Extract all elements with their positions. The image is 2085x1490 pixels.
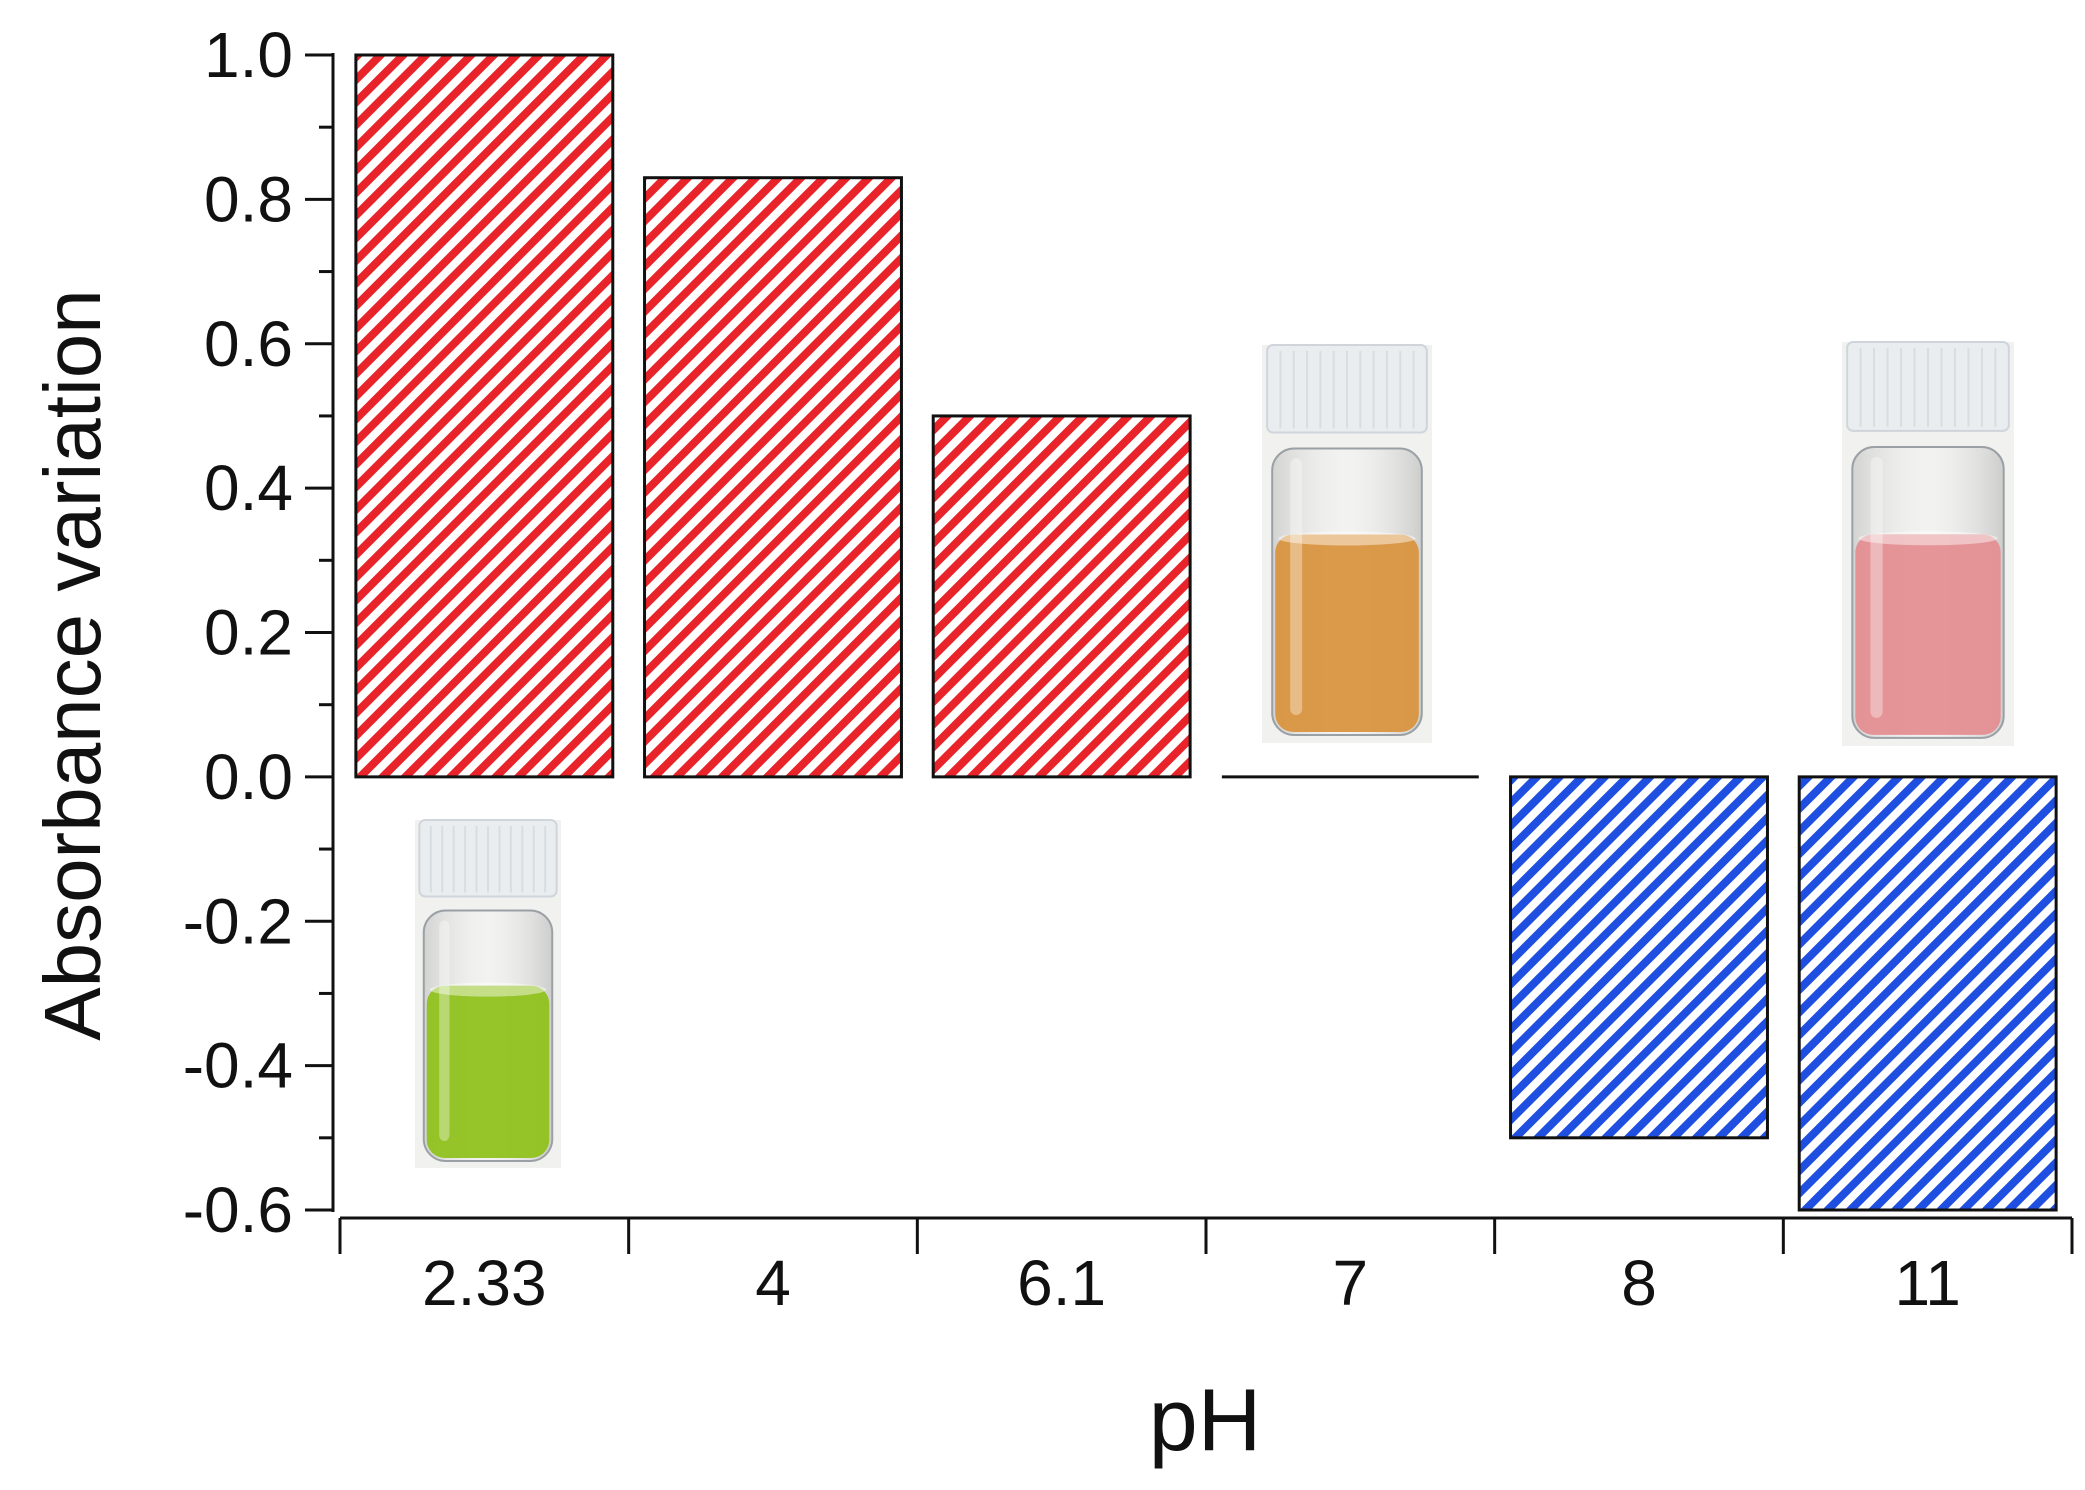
vial-photo-pink	[1842, 341, 2014, 746]
y-tick-label: 1.0	[204, 19, 293, 91]
y-tick-label: 0.4	[204, 452, 293, 524]
x-tick-label: 2.33	[422, 1247, 547, 1319]
y-tick-label: -0.2	[183, 885, 293, 957]
y-tick-label: 0.2	[204, 597, 293, 669]
vial-photo-orange	[1262, 344, 1432, 743]
x-axis-label: pH	[1149, 1370, 1262, 1469]
bars	[354, 53, 2058, 1212]
y-axis-ticks: 1.0 0.8 0.6 0.4 0.2 0.0 -0.2 -0.4 -0.6	[183, 19, 333, 1246]
y-axis-label: Absorbance variation	[28, 289, 117, 1041]
vial-photos	[415, 341, 2014, 1168]
bar	[643, 176, 903, 779]
y-tick-label: -0.6	[183, 1174, 293, 1246]
y-tick-label: 0.0	[204, 741, 293, 813]
y-tick-label: 0.8	[204, 163, 293, 235]
y-tick-label: -0.4	[183, 1030, 293, 1102]
x-tick-label: 8	[1621, 1247, 1657, 1319]
bar	[1797, 775, 2058, 1212]
bar	[354, 53, 615, 779]
x-axis-ticks: 2.33 4 6.1 7 8 11	[338, 1218, 2074, 1319]
bar	[931, 414, 1192, 779]
vial-photo-green	[415, 819, 561, 1168]
x-tick-label: 7	[1333, 1247, 1369, 1319]
x-tick-label: 4	[755, 1247, 791, 1319]
x-tick-label: 11	[1894, 1247, 1960, 1319]
y-tick-label: 0.6	[204, 308, 293, 380]
bar	[1509, 775, 1769, 1140]
x-tick-label: 6.1	[1017, 1247, 1106, 1319]
